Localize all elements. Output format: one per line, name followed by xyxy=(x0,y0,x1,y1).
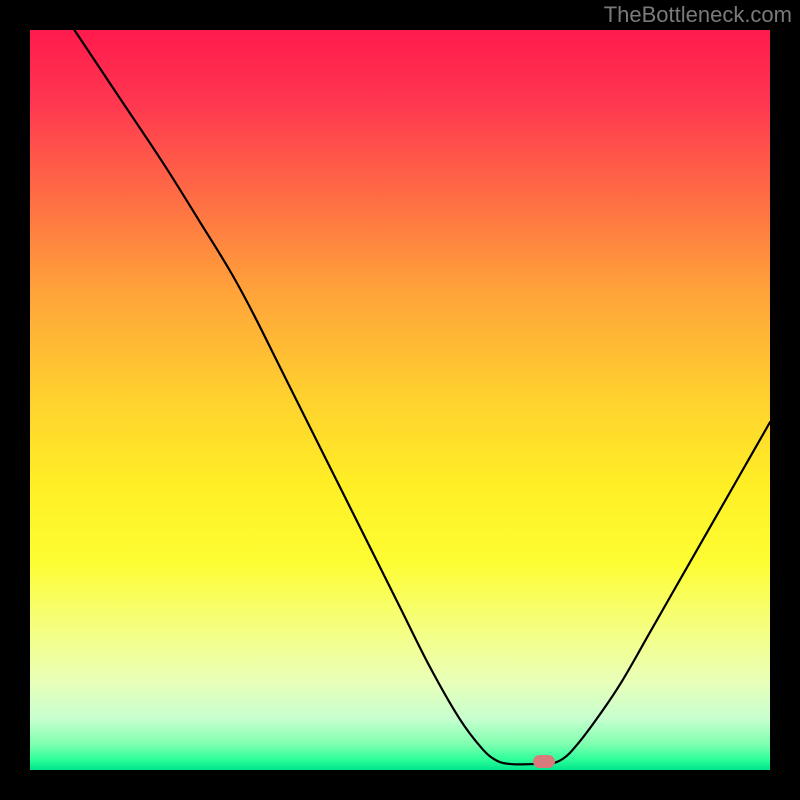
optimal-marker xyxy=(533,755,555,768)
watermark-text: TheBottleneck.com xyxy=(604,2,792,28)
bottleneck-chart xyxy=(30,30,770,770)
bottleneck-curve xyxy=(30,30,770,770)
